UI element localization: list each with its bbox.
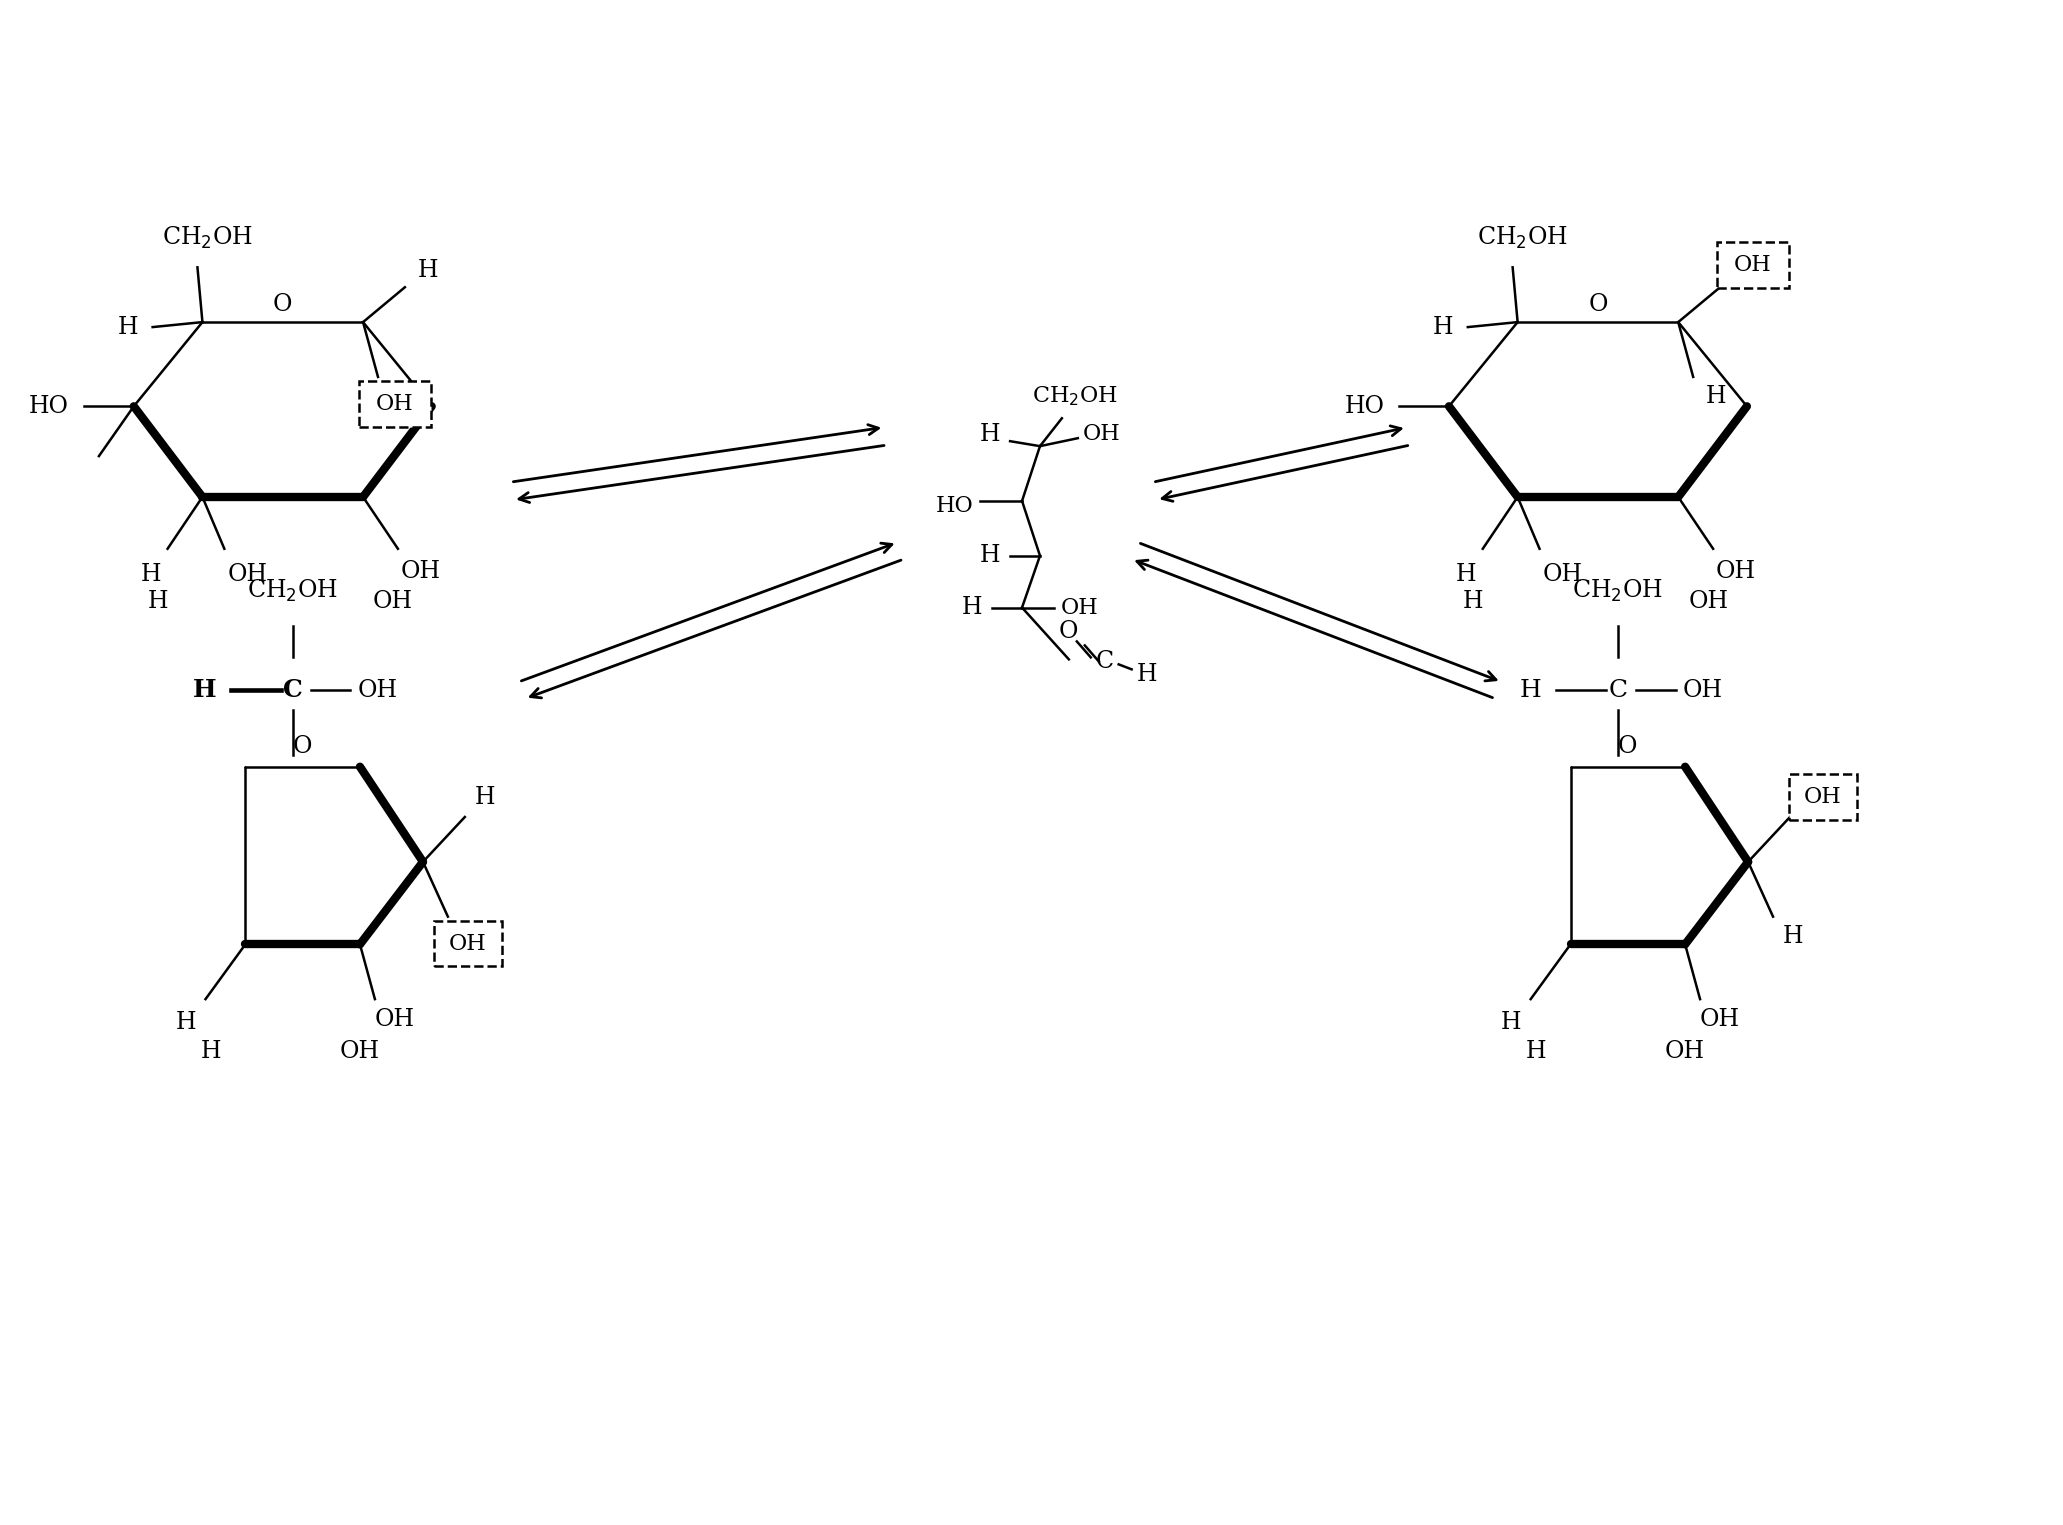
Text: H: H (118, 316, 138, 339)
Text: H: H (980, 544, 1001, 567)
Text: H: H (200, 1040, 221, 1063)
Text: H: H (1432, 316, 1452, 339)
Text: OH: OH (357, 679, 398, 702)
Text: OH: OH (450, 933, 487, 955)
Text: H: H (1456, 563, 1475, 586)
Text: OH: OH (340, 1040, 380, 1063)
Text: H: H (417, 259, 437, 282)
Text: H: H (1525, 1040, 1545, 1063)
Text: H: H (1137, 663, 1157, 686)
Text: H: H (140, 563, 161, 586)
Text: OH: OH (1665, 1040, 1706, 1063)
Bar (1789, 775, 1857, 820)
Text: H: H (146, 590, 167, 613)
Text: H: H (1706, 386, 1727, 409)
Text: HO: HO (29, 395, 68, 418)
Text: OH: OH (1700, 1008, 1739, 1031)
Text: OH: OH (1083, 424, 1120, 445)
Text: OH: OH (1716, 560, 1756, 583)
Text: OH: OH (1060, 596, 1100, 619)
Text: OH: OH (1803, 785, 1842, 808)
Text: H: H (474, 785, 495, 808)
Text: O: O (1589, 293, 1607, 316)
Text: C: C (1609, 679, 1628, 702)
Text: O: O (1617, 735, 1638, 758)
Text: OH: OH (400, 560, 441, 583)
Text: H: H (175, 1011, 196, 1034)
Text: CH$_2$OH: CH$_2$OH (163, 224, 254, 250)
Text: HO: HO (1345, 395, 1384, 418)
Text: H: H (194, 679, 217, 703)
Text: O: O (272, 293, 293, 316)
Text: OH: OH (227, 563, 268, 586)
Text: OH: OH (373, 590, 413, 613)
Text: O: O (1058, 621, 1079, 644)
Text: C: C (283, 679, 303, 703)
Text: H: H (961, 596, 982, 619)
Text: H: H (980, 422, 1001, 445)
Text: CH$_2$OH: CH$_2$OH (1032, 384, 1118, 409)
Text: OH: OH (1543, 563, 1582, 586)
Text: CH$_2$OH: CH$_2$OH (248, 578, 338, 604)
Text: H: H (1463, 590, 1483, 613)
Text: OH: OH (1688, 590, 1729, 613)
Text: CH$_2$OH: CH$_2$OH (1477, 224, 1568, 250)
Text: CH$_2$OH: CH$_2$OH (1572, 578, 1663, 604)
Text: H: H (1782, 926, 1803, 949)
Text: OH: OH (1683, 679, 1723, 702)
Text: H: H (1518, 679, 1541, 702)
Bar (433, 921, 501, 967)
Bar (1716, 242, 1789, 288)
Bar (359, 381, 431, 427)
Text: OH: OH (375, 393, 415, 415)
Text: C: C (1095, 650, 1114, 673)
Text: HO: HO (935, 496, 974, 517)
Text: O: O (293, 735, 312, 758)
Text: OH: OH (1735, 255, 1772, 276)
Text: OH: OH (375, 1008, 415, 1031)
Text: H: H (1500, 1011, 1520, 1034)
